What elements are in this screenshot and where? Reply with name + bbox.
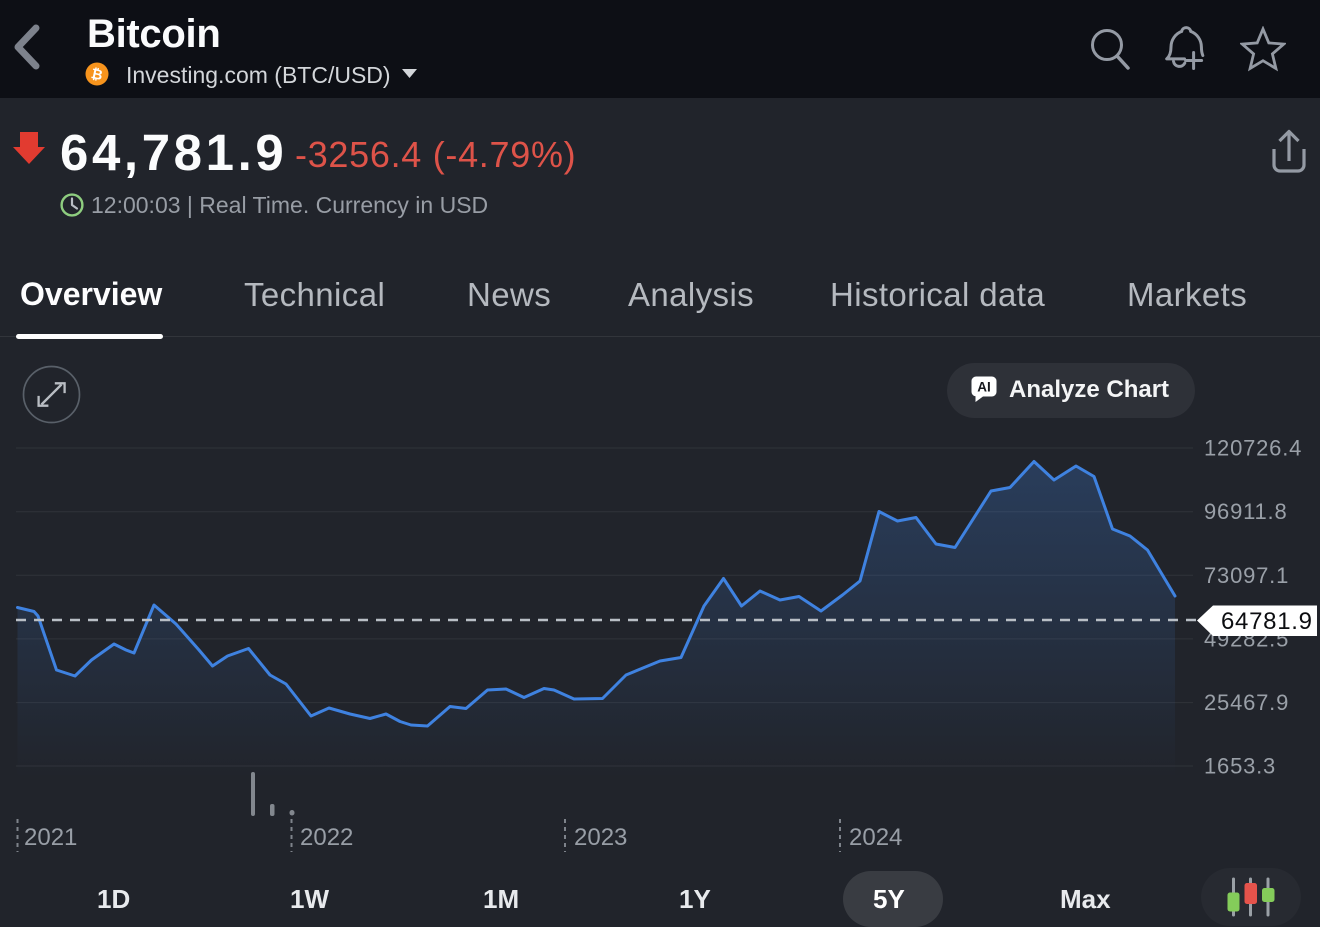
svg-text:64781.9: 64781.9 — [1221, 608, 1313, 635]
svg-text:2024: 2024 — [849, 824, 902, 851]
svg-text:73097.1: 73097.1 — [1204, 563, 1289, 588]
svg-text:120726.4: 120726.4 — [1204, 436, 1302, 461]
svg-text:96911.8: 96911.8 — [1204, 499, 1288, 524]
svg-text:1653.3: 1653.3 — [1204, 754, 1276, 779]
svg-text:2021: 2021 — [24, 824, 77, 851]
svg-text:2022: 2022 — [300, 824, 353, 851]
svg-text:2023: 2023 — [574, 824, 627, 851]
svg-text:₿: ₿ — [90, 65, 104, 83]
svg-text:25467.9: 25467.9 — [1204, 690, 1289, 715]
svg-text:AI: AI — [977, 380, 991, 395]
